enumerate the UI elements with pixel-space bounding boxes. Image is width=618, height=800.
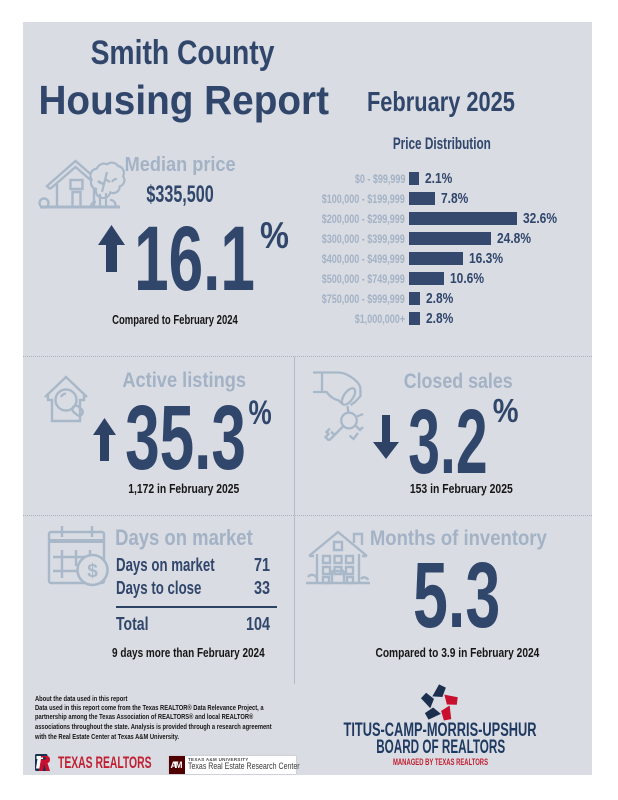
svg-text:$: $ xyxy=(87,561,98,582)
svg-text:ATM: ATM xyxy=(171,760,183,770)
